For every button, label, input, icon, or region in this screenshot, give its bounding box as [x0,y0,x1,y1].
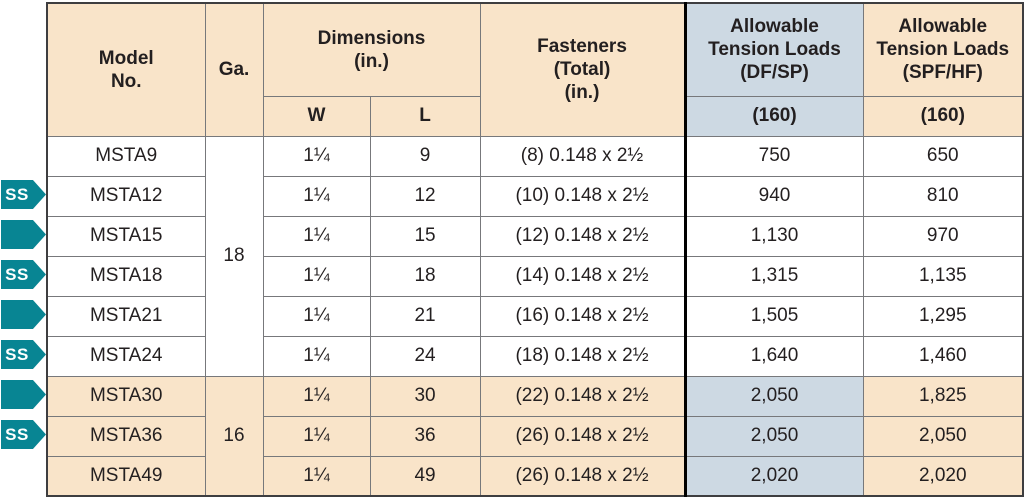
table-row: MSTA21 1¼ 21 (16) 0.148 x 2½ 1,505 1,295 [46,295,1024,337]
cell-w: 1¼ [262,375,371,417]
cell-l: 24 [369,335,481,377]
ss-badge-label: SS [5,184,29,204]
header-l: L [369,95,481,137]
cell-load-spfhf: 970 [862,215,1024,257]
cell-load-dfsp: 2,050 [683,375,864,417]
table-row: MSTA9 18 1¼ 9 (8) 0.148 x 2½ 750 650 [46,135,1024,377]
cell-l: 36 [369,415,481,457]
cell-load-dfsp: 1,315 [683,255,864,297]
header-allowable-tension-spfhf: Allowable Tension Loads (SPF/HF) [862,2,1024,97]
cell-l: 21 [369,295,481,337]
cell-l: 18 [369,255,481,297]
cell-fasteners: (26) 0.148 x 2½ [479,455,686,497]
cell-load-spfhf: 2,020 [862,455,1024,497]
cell-load-dfsp: 940 [683,175,864,217]
ss-badge: SS [1,180,46,209]
table-row: MSTA24 1¼ 24 (18) 0.148 x 2½ 1,640 1,460 [46,335,1024,377]
cell-l: 9 [369,135,481,177]
cell-load-spfhf: 1,825 [862,375,1024,417]
cell-fasteners: (16) 0.148 x 2½ [479,295,686,337]
ss-badge-label: SS [5,344,29,364]
cell-load-spfhf: 810 [862,175,1024,217]
cell-load-dfsp: 750 [683,135,864,177]
cell-load-spfhf: 1,135 [862,255,1024,297]
cell-model: MSTA49 [46,455,206,497]
cell-w: 1¼ [262,215,371,257]
header-ga: Ga. [204,2,264,137]
cell-w: 1¼ [262,295,371,337]
table-row: MSTA30 16 1¼ 30 (22) 0.148 x 2½ 2,050 1,… [46,375,1024,497]
cell-l: 49 [369,455,481,497]
header-allowable-tension-dfsp: Allowable Tension Loads (DF/SP) [683,2,864,97]
header-w: W [262,95,371,137]
table-row: MSTA36 1¼ 36 (26) 0.148 x 2½ 2,050 2,050 [46,415,1024,457]
table-row: MSTA49 1¼ 49 (26) 0.148 x 2½ 2,020 2,020 [46,455,1024,497]
cell-load-spfhf: 2,050 [862,415,1024,457]
cell-model: MSTA9 [46,135,206,177]
cell-fasteners: (22) 0.148 x 2½ [479,375,686,417]
cell-w: 1¼ [262,455,371,497]
cell-w: 1¼ [262,135,371,177]
header-dimensions: Dimensions (in.) [262,2,481,97]
cell-fasteners: (14) 0.148 x 2½ [479,255,686,297]
cell-model: MSTA12 [46,175,206,217]
table-row: MSTA18 1¼ 18 (14) 0.148 x 2½ 1,315 1,135 [46,255,1024,297]
cell-model: MSTA30 [46,375,206,417]
cell-model: MSTA24 [46,335,206,377]
cell-l: 15 [369,215,481,257]
cell-fasteners: (8) 0.148 x 2½ [479,135,686,177]
ss-badge: SS [1,420,46,449]
cell-load-dfsp: 1,640 [683,335,864,377]
ss-badge-label: SS [5,264,29,284]
ss-badge: SS [1,340,46,369]
cell-l: 30 [369,375,481,417]
cell-ga-group: 18 [204,135,264,377]
cell-fasteners: (10) 0.148 x 2½ [479,175,686,217]
cell-load-spfhf: 1,295 [862,295,1024,337]
cell-model: MSTA15 [46,215,206,257]
msta-load-table: Model No. Ga. Dimensions (in.) Fasteners… [46,2,1024,497]
arrow-badge [1,380,46,409]
table-row: MSTA12 1¼ 12 (10) 0.148 x 2½ 940 810 [46,175,1024,217]
cell-load-dfsp: 1,505 [683,295,864,337]
arrow-badge [1,300,46,329]
cell-fasteners: (12) 0.148 x 2½ [479,215,686,257]
cell-fasteners: (26) 0.148 x 2½ [479,415,686,457]
cell-w: 1¼ [262,175,371,217]
arrow-badge [1,220,46,249]
cell-ga-group: 16 [204,375,264,497]
ss-badge-label: SS [5,424,29,444]
cell-load-dfsp: 1,130 [683,215,864,257]
cell-w: 1¼ [262,415,371,457]
cell-model: MSTA21 [46,295,206,337]
header-load-duration-spfhf: (160) [862,95,1024,137]
cell-load-spfhf: 650 [862,135,1024,177]
ss-badge: SS [1,260,46,289]
table-row: MSTA15 1¼ 15 (12) 0.148 x 2½ 1,130 970 [46,215,1024,257]
header-model-no: Model No. [46,2,206,137]
cell-load-dfsp: 2,020 [683,455,864,497]
cell-model: MSTA36 [46,415,206,457]
cell-l: 12 [369,175,481,217]
header-fasteners: Fasteners (Total) (in.) [479,2,686,137]
cell-w: 1¼ [262,255,371,297]
cell-model: MSTA18 [46,255,206,297]
header-load-duration-dfsp: (160) [683,95,864,137]
cell-load-spfhf: 1,460 [862,335,1024,377]
cell-w: 1¼ [262,335,371,377]
cell-fasteners: (18) 0.148 x 2½ [479,335,686,377]
cell-load-dfsp: 2,050 [683,415,864,457]
